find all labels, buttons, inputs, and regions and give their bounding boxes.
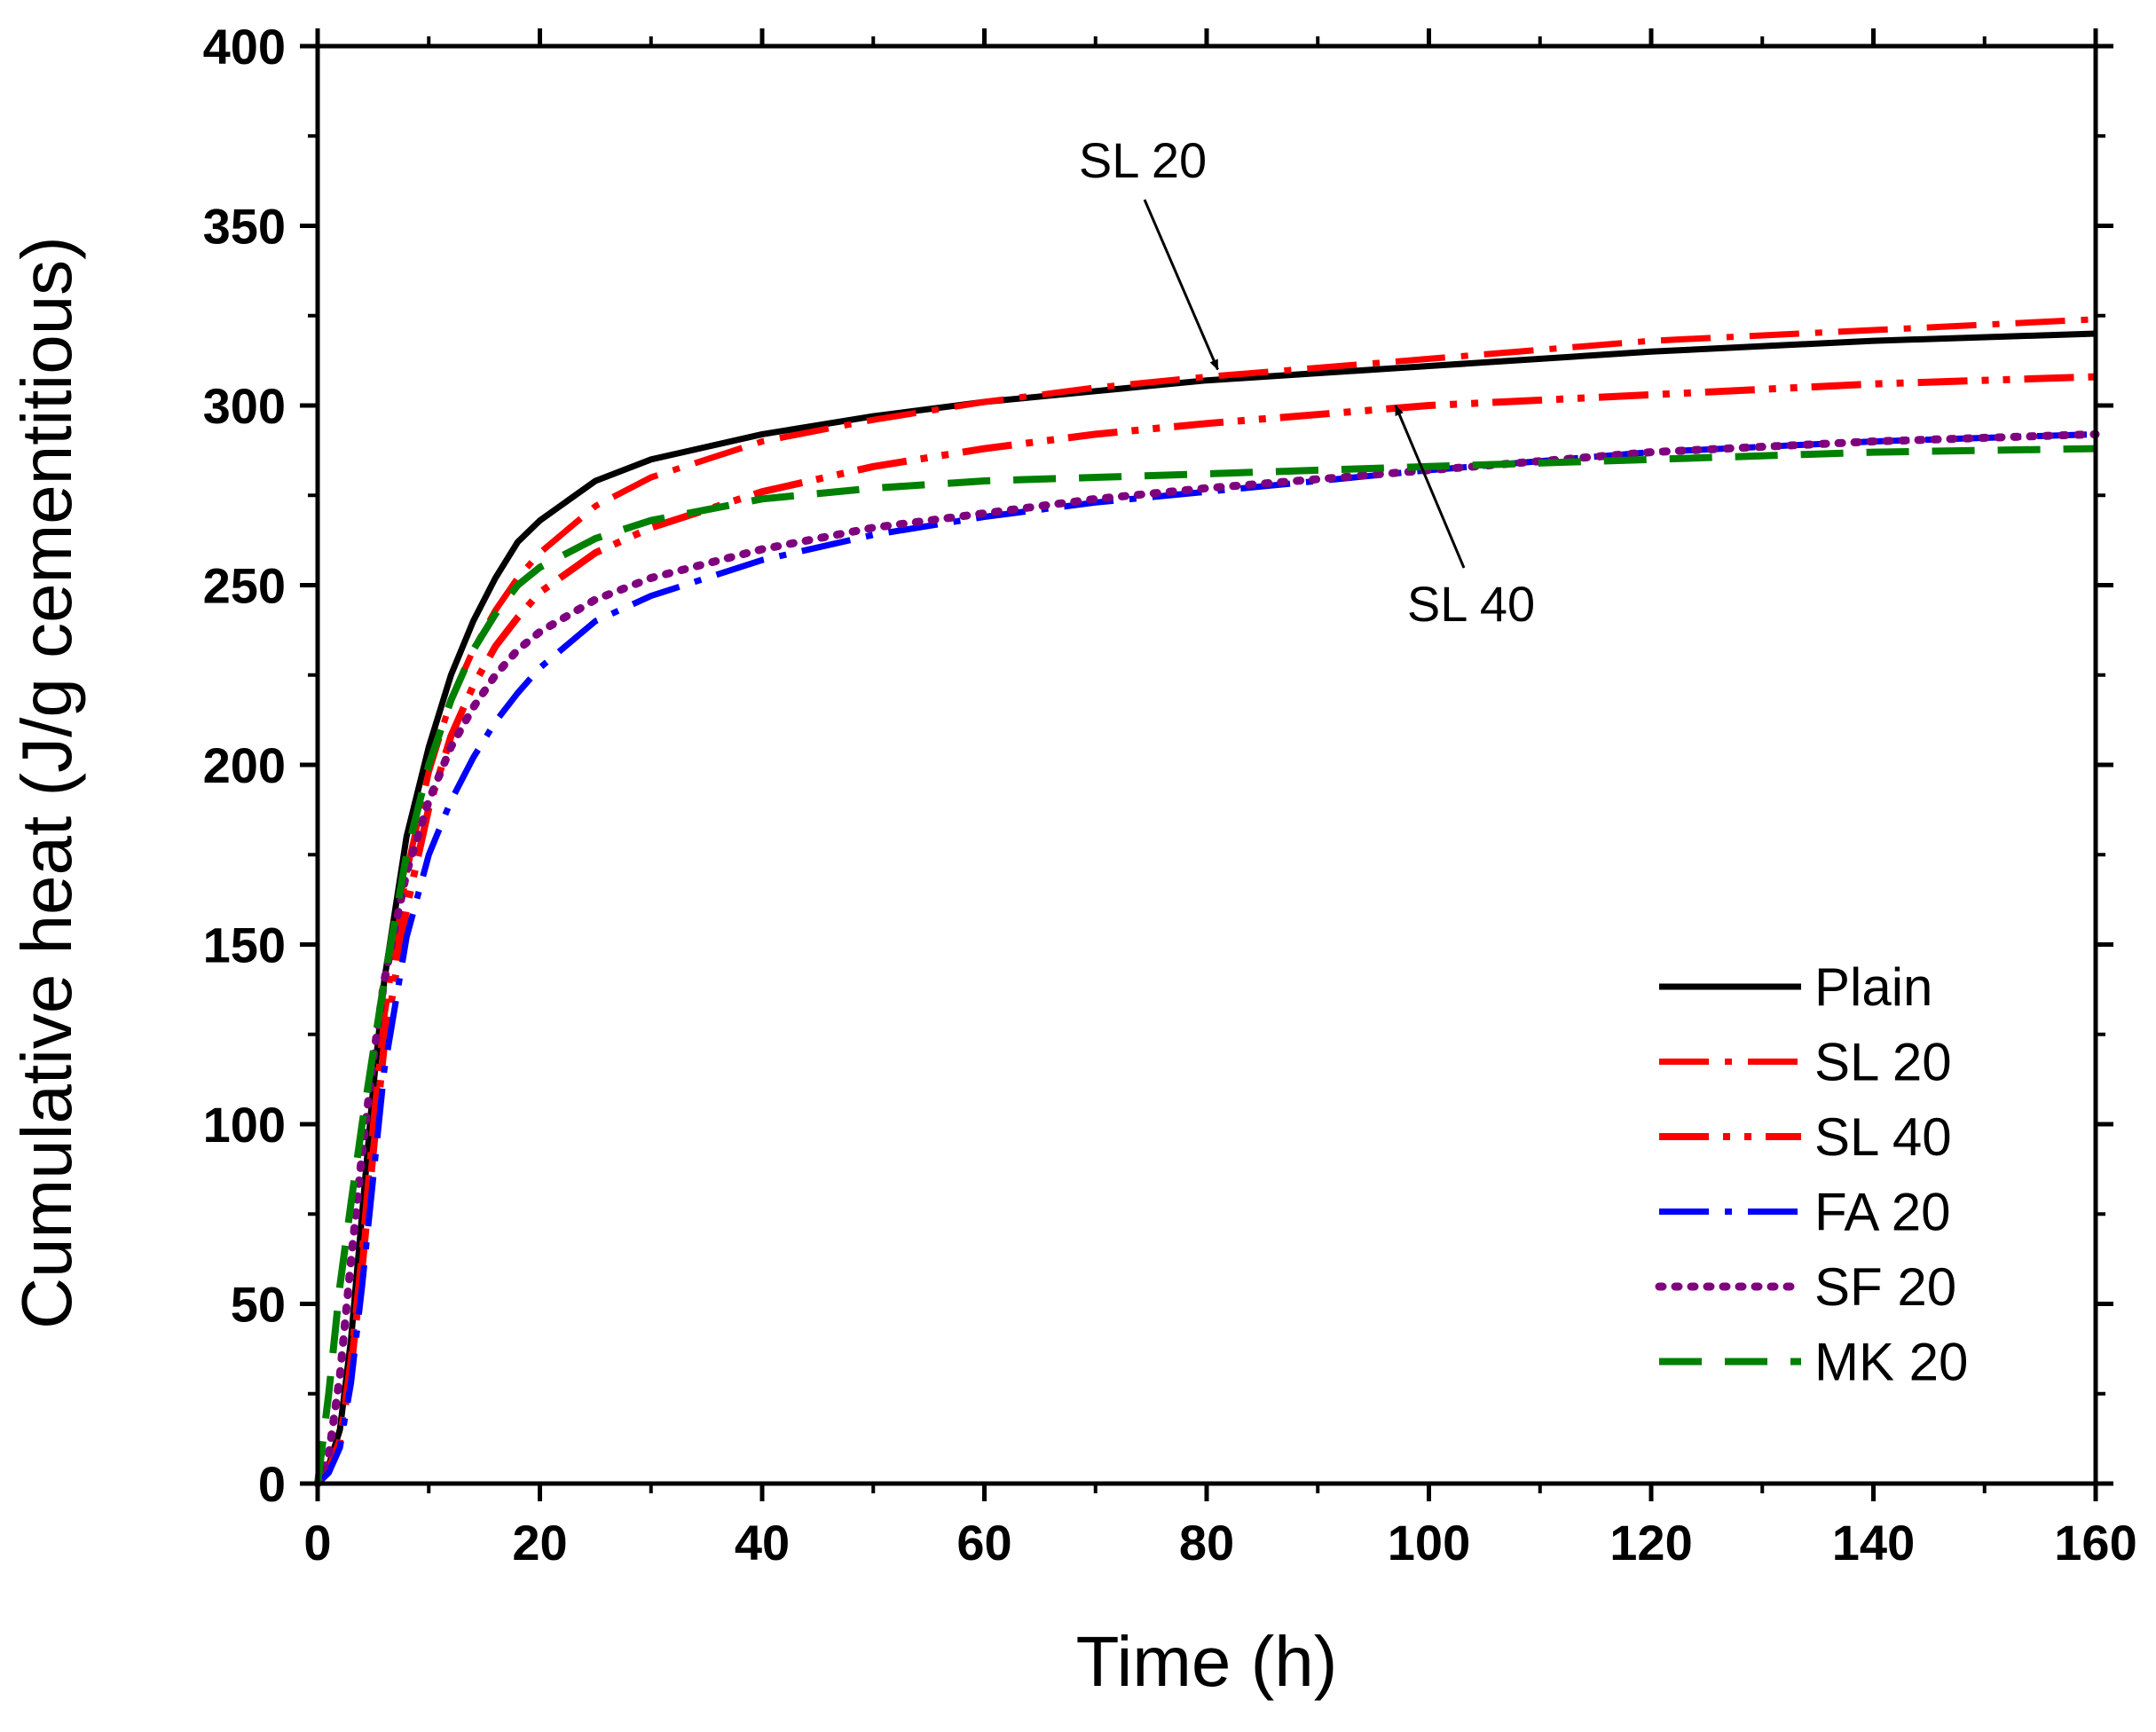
annotation-label: SL 40 bbox=[1407, 576, 1535, 632]
legend-label-plain: Plain bbox=[1814, 957, 1932, 1017]
x-tick-label: 140 bbox=[1832, 1515, 1915, 1571]
y-tick-label: 400 bbox=[203, 19, 286, 75]
x-tick-label: 80 bbox=[1179, 1515, 1234, 1571]
y-tick-label: 0 bbox=[258, 1456, 286, 1512]
annotation-arrow bbox=[1143, 199, 1219, 371]
series-line-sf-20 bbox=[313, 429, 2100, 1488]
ticks-group: 0 20 40 60 80 100 120 140 160 0 50 100 150 200 250 300 3… bbox=[203, 19, 2137, 1571]
y-tick-label: 350 bbox=[203, 199, 286, 255]
y-tick-label: 150 bbox=[203, 917, 286, 973]
x-tick-label: 160 bbox=[2054, 1515, 2136, 1571]
x-tick-label: 100 bbox=[1388, 1515, 1470, 1571]
annotation-arrow bbox=[1394, 405, 1466, 569]
x-tick-label: 120 bbox=[1609, 1515, 1692, 1571]
x-tick-label: 0 bbox=[303, 1515, 331, 1571]
legend-label-sl-40: SL 40 bbox=[1814, 1107, 1952, 1167]
y-tick-label: 100 bbox=[203, 1097, 286, 1153]
y-tick-label: 300 bbox=[203, 378, 286, 434]
series-group bbox=[313, 316, 2100, 1488]
legend-label-sf-20: SF 20 bbox=[1814, 1257, 1956, 1317]
annotation-label: SL 20 bbox=[1079, 132, 1207, 188]
y-tick-label: 50 bbox=[231, 1277, 286, 1333]
annotations-group: SL 20 SL 40 bbox=[1079, 132, 1535, 632]
legend-label-sl-20: SL 20 bbox=[1814, 1033, 1952, 1092]
x-tick-label: 60 bbox=[956, 1515, 1011, 1571]
x-tick-label: 20 bbox=[512, 1515, 567, 1571]
legend-label-fa-20: FA 20 bbox=[1814, 1183, 1950, 1242]
x-tick-label: 40 bbox=[735, 1515, 790, 1571]
y-tick-label: 200 bbox=[203, 737, 286, 793]
y-axis-title: Cumulative heat (J/g cementitious) bbox=[7, 236, 86, 1329]
legend: Plain SL 20 SL 40 FA 20 SF 20 MK 20 bbox=[1655, 957, 1968, 1392]
series-line-mk-20 bbox=[314, 445, 2097, 1484]
series-line-plain bbox=[315, 330, 2097, 1485]
series-line-fa-20 bbox=[315, 430, 2097, 1486]
x-axis-title: Time (h) bbox=[1076, 1622, 1338, 1701]
y-tick-label: 250 bbox=[203, 558, 286, 614]
legend-label-mk-20: MK 20 bbox=[1814, 1333, 1968, 1392]
